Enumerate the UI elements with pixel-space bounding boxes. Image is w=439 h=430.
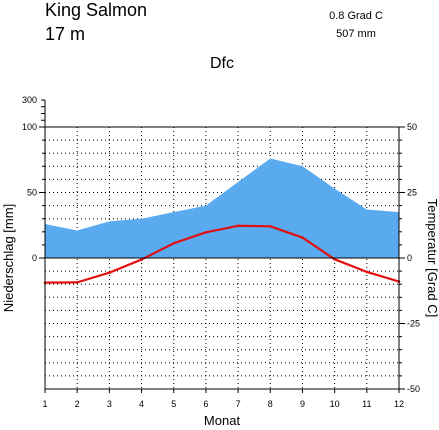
temperature-point — [268, 224, 272, 228]
x-tick-label: 11 — [362, 399, 371, 409]
temperature-line — [44, 224, 400, 284]
right-tick-label: 50 — [407, 122, 417, 132]
x-tick-label: 12 — [394, 399, 404, 409]
precipitation-layer — [45, 158, 399, 258]
left-tick-label: 100 — [22, 122, 37, 132]
left-axis-label: Niederschlag [mm] — [1, 204, 16, 312]
x-tick-label: 7 — [236, 399, 241, 409]
x-tick-label: 2 — [75, 399, 80, 409]
temperature-layer — [43, 224, 401, 284]
temperature-point — [108, 271, 111, 274]
axes — [39, 99, 405, 393]
right-tick-label: 25 — [407, 188, 417, 198]
climate-class: Dfc — [210, 55, 234, 72]
left-tick-label: 300 — [22, 95, 37, 105]
right-tick-label: -50 — [407, 384, 420, 394]
temperature-point — [333, 258, 336, 261]
x-axis-label: Monat — [204, 413, 241, 428]
annual-temperature: 0.8 Grad C — [329, 10, 383, 22]
left-tick-label: 50 — [27, 188, 37, 198]
temperature-point — [75, 281, 79, 284]
temperature-point — [172, 242, 176, 245]
right-tick-label: -25 — [407, 319, 420, 329]
station-name: King Salmon — [45, 0, 147, 20]
temperature-point — [140, 258, 143, 261]
x-tick-label: 5 — [171, 399, 176, 409]
temperature-point — [301, 236, 304, 239]
x-tick-label: 4 — [139, 399, 144, 409]
temperature-point — [236, 224, 240, 228]
right-tick-label: 0 — [407, 253, 412, 263]
x-tick-label: 1 — [42, 399, 47, 409]
temperature-point — [204, 231, 208, 234]
x-tick-label: 3 — [107, 399, 112, 409]
station-elevation: 17 m — [45, 24, 85, 44]
annual-precipitation: 507 mm — [336, 28, 376, 40]
x-tick-label: 6 — [203, 399, 208, 409]
x-tick-label: 9 — [300, 399, 305, 409]
x-tick-label: 10 — [330, 399, 340, 409]
right-axis-label: Temperatur [Grad C] — [425, 199, 439, 318]
precipitation-area — [45, 158, 399, 258]
left-tick-label: 0 — [32, 253, 37, 263]
temperature-point — [365, 270, 369, 274]
x-tick-label: 8 — [268, 399, 273, 409]
